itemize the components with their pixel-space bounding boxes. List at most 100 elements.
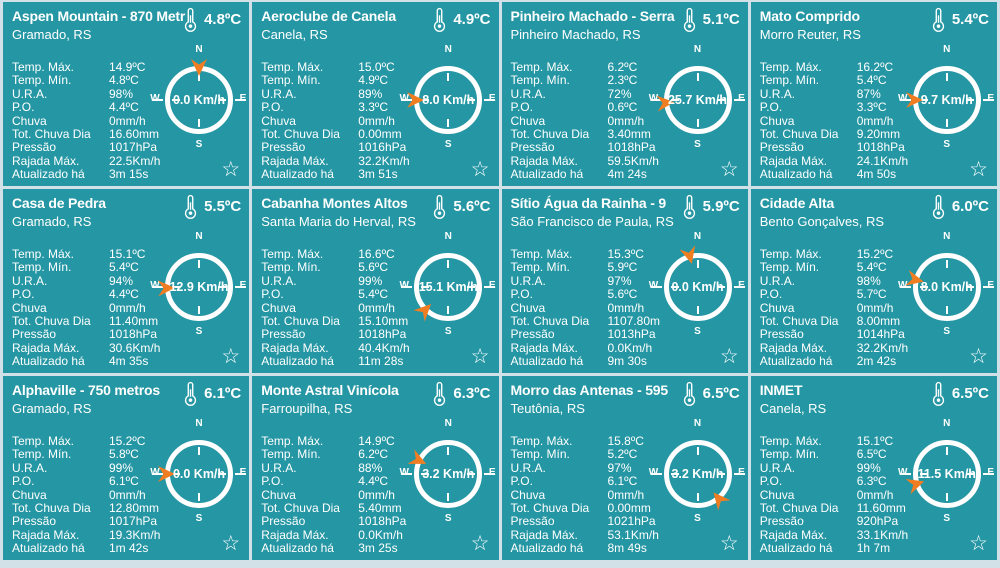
- compass-south-label: S: [444, 139, 452, 150]
- compass-tick-east: [484, 99, 496, 101]
- station-stats: Temp. Máx. 15.1ºC Temp. Mín. 6.5ºC U.R.A. 99%…: [759, 434, 908, 556]
- station-card[interactable]: Cabanha Montes Altos Santa Maria do Herv…: [252, 189, 499, 373]
- stat-label: Rajada Máx.: [759, 340, 828, 355]
- favorite-star-icon[interactable]: ☆: [719, 345, 739, 368]
- favorite-star-icon[interactable]: ☆: [221, 532, 241, 555]
- station-location: Morro Reuter, RS: [759, 27, 861, 42]
- thermometer-icon: [433, 6, 446, 33]
- stat-row: P.O. 5.6ºC: [511, 287, 660, 302]
- stat-value: 15.3ºC: [607, 247, 644, 261]
- stat-label: Chuva: [510, 300, 546, 315]
- current-temperature: 6.3ºC: [433, 380, 491, 407]
- station-card[interactable]: Sítio Água da Rainha - 9 São Francisco d…: [501, 189, 748, 373]
- stat-label: Temp. Mín.: [261, 447, 321, 462]
- favorite-star-icon[interactable]: ☆: [221, 345, 241, 368]
- stat-row: Pressão 1021hPa: [511, 514, 659, 529]
- station-card[interactable]: Aeroclube de Canela Canela, RS 4.9ºC Tem…: [252, 2, 499, 186]
- stat-value: 5.9ºC: [607, 260, 638, 275]
- compass-south-label: S: [195, 139, 203, 150]
- stat-label: Atualizado há: [510, 541, 584, 556]
- compass-south-label: S: [694, 513, 701, 524]
- current-temperature: 6.0ºC: [932, 193, 989, 220]
- compass-tick-west: [650, 99, 662, 101]
- stat-row: Temp. Mín. 5.4ºC: [760, 260, 908, 274]
- stat-label: Atualizado há: [261, 354, 334, 369]
- stat-label: Rajada Máx.: [12, 340, 80, 355]
- stat-row: Pressão 1018hPa: [760, 141, 908, 155]
- stat-label: U.R.A.: [510, 273, 546, 288]
- stat-row: Rajada Máx. 0.0Km/h: [510, 340, 660, 355]
- current-temperature: 5.4ºC: [932, 6, 989, 33]
- stat-label: Pressão: [261, 514, 306, 529]
- stat-value: 11.40mm: [109, 314, 159, 329]
- stat-row: Temp. Mín. 6.5ºC: [759, 447, 908, 462]
- station-card[interactable]: INMET Canela, RS 6.5ºC Temp. Máx. 15.1ºC T…: [750, 376, 997, 560]
- station-name: Mato Comprido: [759, 8, 860, 24]
- station-card[interactable]: Cidade Alta Bento Gonçalves, RS 6.0ºC Te…: [750, 189, 997, 373]
- favorite-star-icon[interactable]: ☆: [719, 532, 739, 555]
- station-card[interactable]: Pinheiro Machado - Serra Pinheiro Machad…: [501, 2, 748, 186]
- station-card[interactable]: Aspen Mountain - 870 Metr Gramado, RS 4.…: [3, 2, 250, 186]
- favorite-star-icon[interactable]: ☆: [221, 158, 241, 181]
- stat-label: Atualizado há: [759, 167, 833, 182]
- station-card[interactable]: Morro das Antenas - 595 Teutônia, RS 6.5…: [501, 376, 748, 560]
- stat-row: Temp. Máx. 14.9ºC: [261, 434, 406, 448]
- stat-row: Atualizado há 3m 15s: [12, 167, 160, 181]
- stat-value: 11.60mm: [856, 501, 906, 516]
- stat-value: 1021hPa: [607, 514, 656, 529]
- stat-row: Chuva 0mm/h: [12, 114, 160, 128]
- stat-row: U.R.A. 98%: [12, 87, 160, 101]
- stat-value: 5.2ºC: [607, 447, 638, 462]
- favorite-star-icon[interactable]: ☆: [969, 158, 988, 181]
- station-card[interactable]: Monte Astral Vinícola Farroupilha, RS 6.…: [252, 376, 499, 560]
- stat-row: P.O. 4.4ºC: [261, 474, 406, 488]
- wind-speed-value: 0.0 Km/h: [172, 93, 226, 107]
- compass-east-label: E: [736, 93, 748, 104]
- station-name: Aeroclube de Canela: [261, 8, 396, 24]
- stat-value: 11m 28s: [358, 354, 404, 369]
- stat-value: 6.5ºC: [856, 447, 887, 462]
- stat-value: 4m 24s: [607, 167, 647, 182]
- compass-north-label: N: [693, 44, 702, 55]
- stat-row: Chuva 0mm/h: [760, 114, 908, 128]
- wind-direction-rotor: [407, 66, 482, 134]
- favorite-star-icon[interactable]: ☆: [470, 158, 490, 181]
- favorite-star-icon[interactable]: ☆: [969, 532, 988, 555]
- compass-north-label: N: [444, 418, 452, 429]
- stat-value: 5.4ºC: [358, 287, 388, 302]
- wind-direction-rotor: [157, 252, 234, 322]
- stat-value: 5.6ºC: [607, 287, 638, 302]
- current-temperature-value: 5.1ºC: [702, 11, 740, 28]
- station-name: INMET: [759, 382, 803, 398]
- stat-row: P.O. 3.3ºC: [261, 100, 409, 114]
- stat-label: Temp. Mín.: [759, 447, 820, 462]
- stat-label: U.R.A.: [759, 460, 796, 475]
- current-temperature: 5.6ºC: [433, 193, 491, 220]
- compass-east-label: E: [237, 467, 249, 478]
- stat-label: Temp. Máx.: [510, 434, 573, 448]
- stat-value: 8m 49s: [607, 541, 647, 556]
- favorite-star-icon[interactable]: ☆: [470, 532, 490, 555]
- stat-label: Tot. Chuva Dia: [510, 314, 590, 329]
- stat-value: 98%: [856, 273, 881, 288]
- stat-label: Temp. Máx.: [261, 247, 324, 261]
- favorite-star-icon[interactable]: ☆: [969, 345, 988, 368]
- station-card[interactable]: Casa de Pedra Gramado, RS 5.5ºC Temp. Má…: [3, 189, 250, 373]
- stat-label: Tot. Chuva Dia: [759, 127, 839, 142]
- station-card[interactable]: Alphaville - 750 metros Gramado, RS 6.1º…: [3, 376, 250, 560]
- stat-row: Pressão 920hPa: [760, 515, 908, 529]
- stat-value: 16.60mm: [109, 127, 160, 142]
- stat-label: Temp. Máx.: [510, 60, 573, 74]
- favorite-star-icon[interactable]: ☆: [470, 345, 490, 368]
- stat-row: Atualizado há 1h 7m: [760, 541, 908, 555]
- stat-label: Rajada Máx.: [510, 340, 578, 355]
- stat-row: U.R.A. 99%: [759, 460, 908, 475]
- stat-row: P.O. 0.6ºC: [511, 100, 659, 114]
- wind-speed-value: 15.1 Km/h: [418, 280, 478, 294]
- stat-value: 6.1ºC: [109, 474, 139, 489]
- stat-row: Rajada Máx. 40.4Km/h: [261, 341, 409, 355]
- station-card[interactable]: Mato Comprido Morro Reuter, RS 5.4ºC Tem…: [750, 2, 997, 186]
- compass-tick-east: [982, 99, 994, 101]
- favorite-star-icon[interactable]: ☆: [719, 158, 739, 181]
